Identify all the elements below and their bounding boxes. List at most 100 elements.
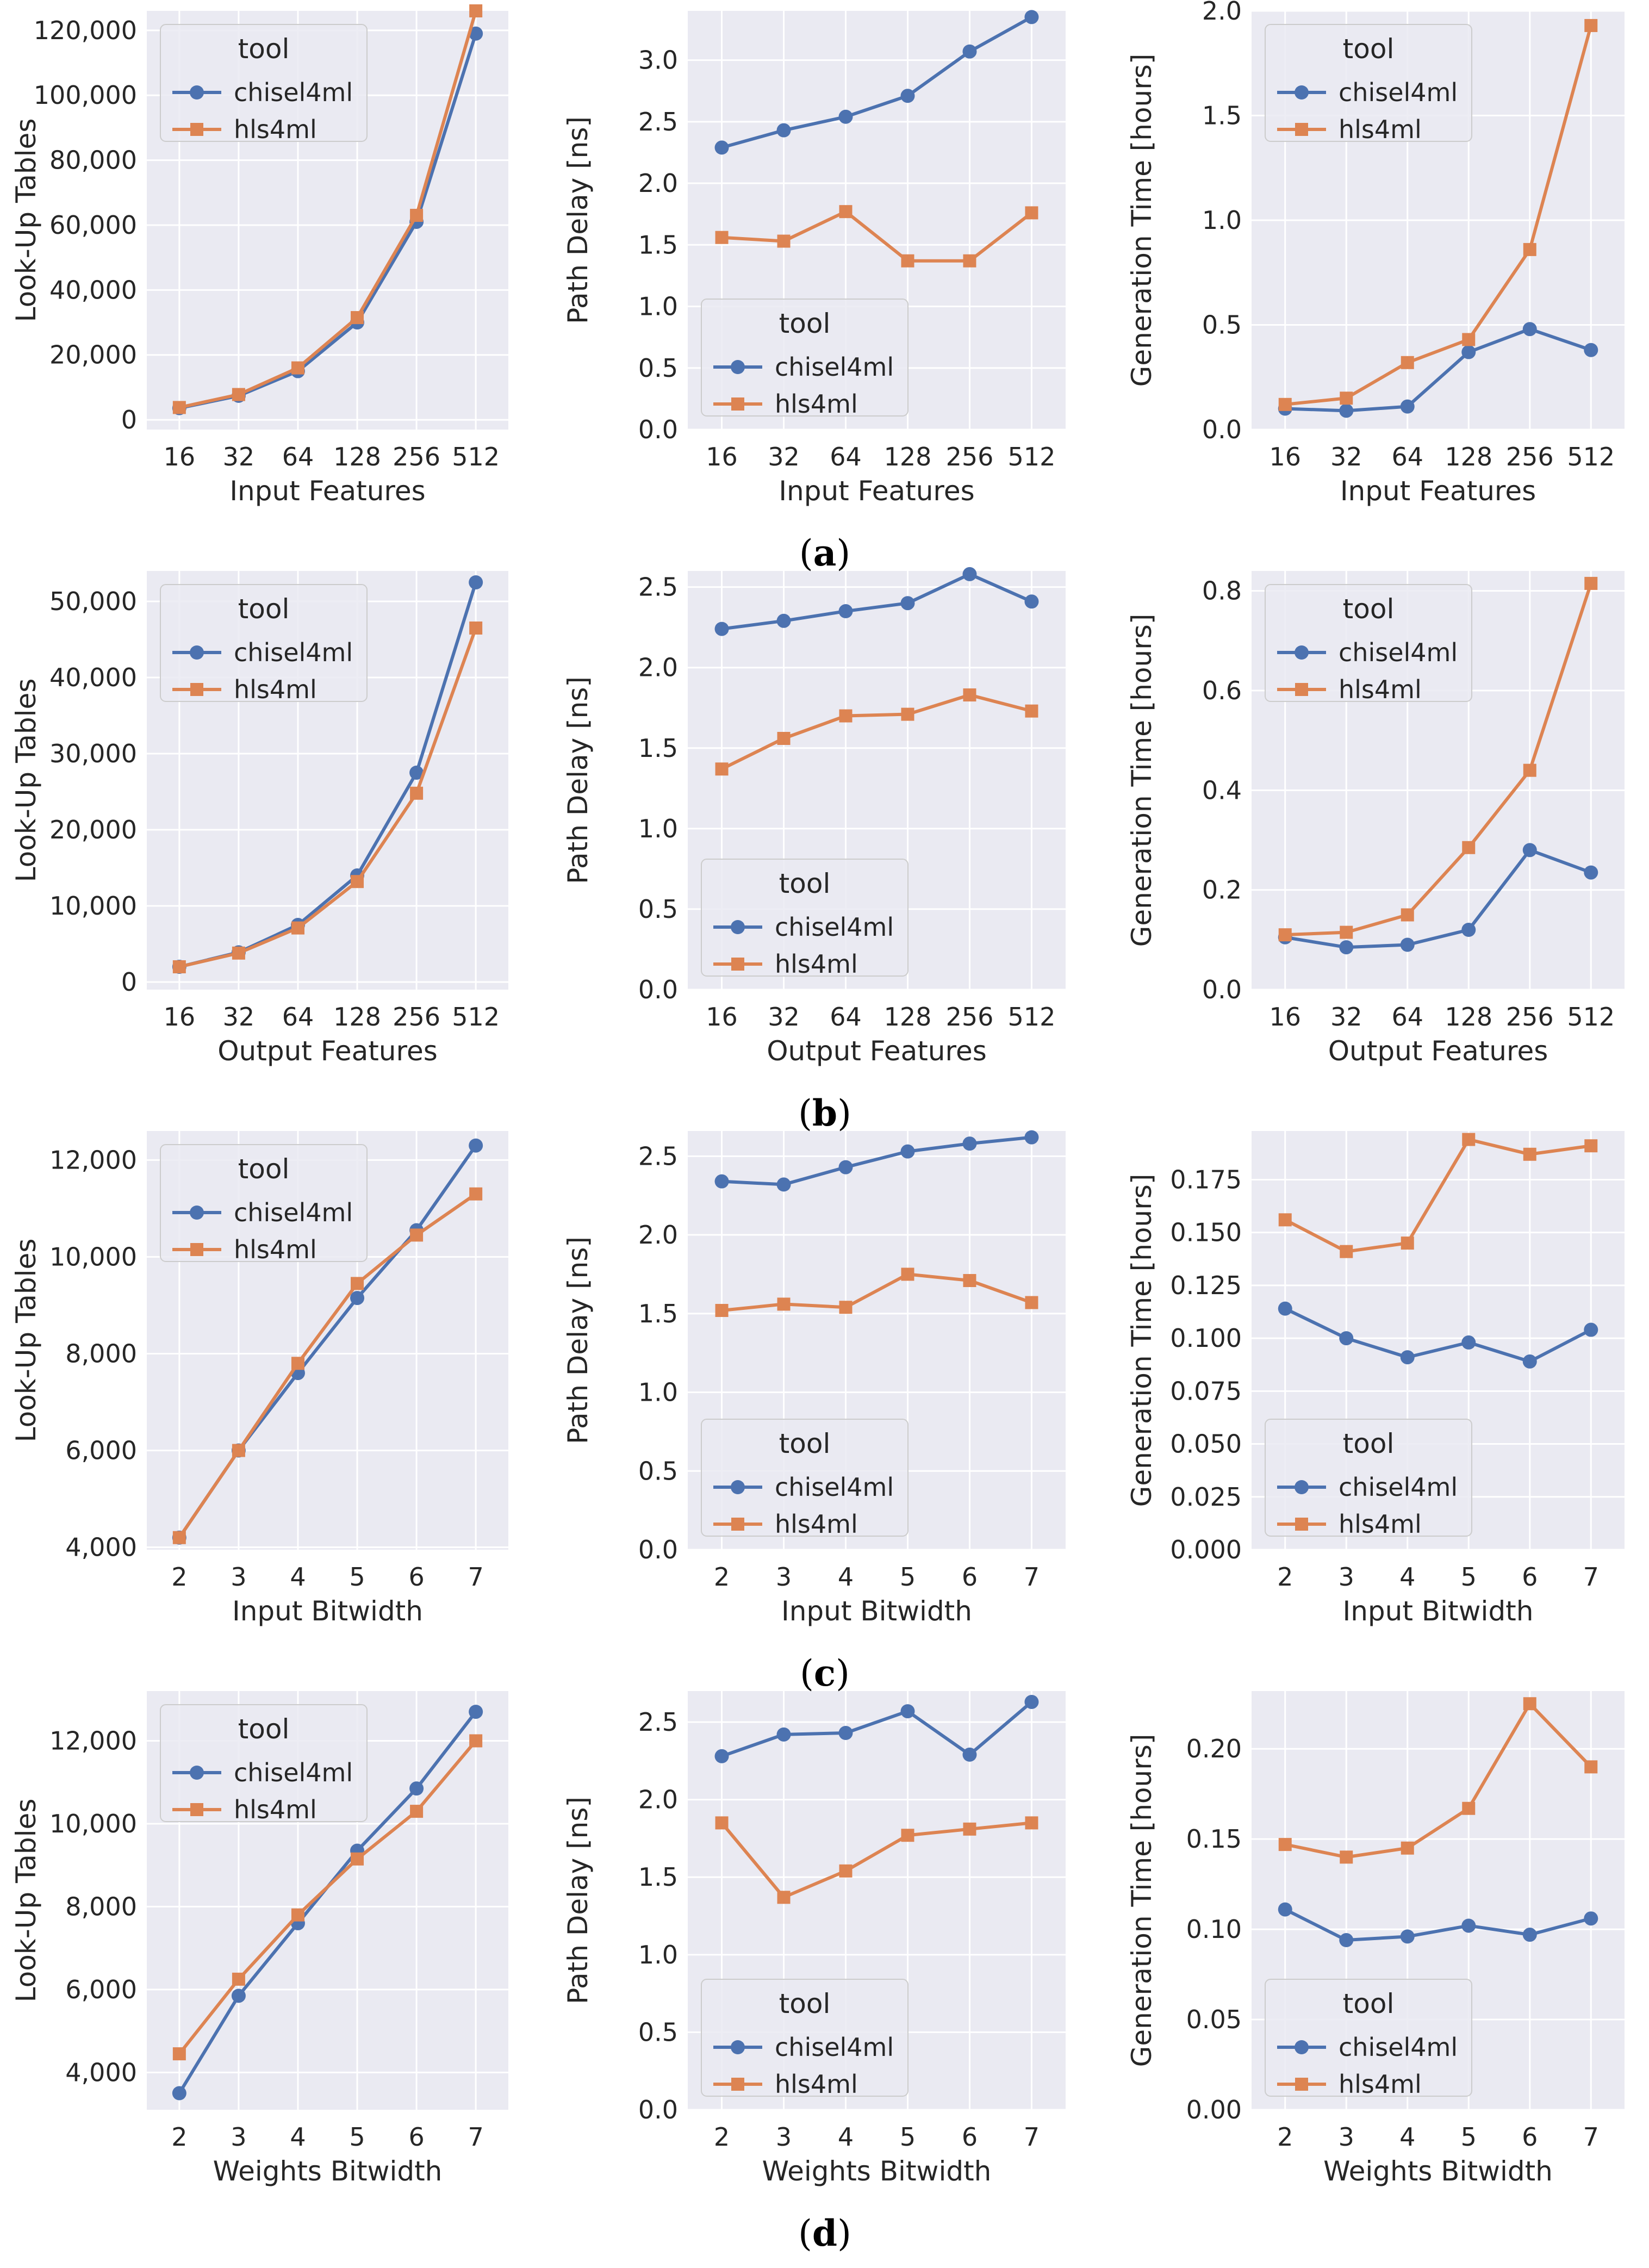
point-hls4ml (1523, 1697, 1536, 1711)
x-tick-label: 32 (1330, 1002, 1362, 1032)
point-chisel4ml (838, 1160, 853, 1175)
legend-label-hls4ml: hls4ml (775, 389, 858, 419)
point-chisel4ml (1400, 1350, 1415, 1365)
series-line-chisel4ml (721, 572, 1032, 631)
point-hls4ml (715, 762, 729, 776)
legend: tool chisel4ml hls4ml (160, 24, 368, 144)
legend-title: tool (238, 1713, 290, 1745)
point-hls4ml (232, 388, 245, 401)
series-line-hls4ml (721, 210, 1033, 263)
y-tick-label: 2.0 (638, 1785, 678, 1815)
point-hls4ml (1025, 1816, 1038, 1830)
x-tick-label: 7 (1583, 2122, 1599, 2152)
y-tick-label: 1.0 (638, 814, 678, 843)
legend-label-chisel4ml: chisel4ml (775, 2033, 894, 2062)
x-tick-label: 2 (1277, 1562, 1293, 1592)
legend-label-chisel4ml: chisel4ml (234, 1198, 353, 1227)
chart-c1: 4,000 6,000 8,000 10,000 12,000 2 3 4 5 6 7 Input B… (10, 1131, 508, 1627)
series-line-hls4ml (1285, 582, 1593, 937)
legend: tool chisel4ml hls4ml (1265, 584, 1472, 704)
x-tick-label: 64 (282, 1002, 314, 1032)
x-tick-label: 64 (1391, 442, 1423, 471)
y-tick-label: 0.10 (1186, 1915, 1242, 1944)
x-tick-label: 4 (1399, 1562, 1415, 1592)
legend-title: tool (238, 33, 290, 65)
caption-d: (d) (798, 2212, 851, 2254)
point-hls4ml (232, 1444, 245, 1457)
point-hls4ml (715, 231, 729, 244)
y-axis-label: Generation Time [hours] (1126, 1174, 1158, 1507)
y-tick-label: 8,000 (65, 1339, 137, 1368)
legend-label-chisel4ml: chisel4ml (1339, 1472, 1458, 1502)
legend-box (1265, 24, 1472, 142)
series-line-hls4ml (720, 1821, 1032, 1899)
legend-marker-hls4ml (190, 123, 203, 136)
point-hls4ml (1523, 763, 1536, 777)
legend-title: tool (238, 1153, 290, 1185)
legend-marker-hls4ml (190, 1243, 203, 1256)
y-tick-label: 8,000 (65, 1892, 137, 1921)
y-tick-label: 10,000 (49, 1242, 137, 1271)
y-tick-label: 0.150 (1170, 1218, 1242, 1247)
chart-a1: 0 20,000 40,000 60,000 80,000 100,000 120,000 1… (10, 4, 508, 507)
point-hls4ml (1584, 576, 1598, 590)
x-axis-label: Weights Bitwidth (1323, 2155, 1553, 2187)
legend: tool chisel4ml hls4ml (1265, 1419, 1472, 1539)
point-chisel4ml (1024, 1694, 1039, 1709)
point-hls4ml (1278, 1838, 1292, 1851)
y-tick-label: 20,000 (49, 340, 137, 370)
legend-marker-hls4ml (190, 1803, 203, 1816)
point-chisel4ml (776, 613, 791, 628)
y-tick-label: 0.0 (638, 975, 678, 1004)
point-hls4ml (963, 1822, 976, 1836)
point-hls4ml (1462, 1133, 1476, 1146)
legend-label-chisel4ml: chisel4ml (1339, 2033, 1458, 2062)
point-hls4ml (410, 786, 424, 800)
legend-box (701, 1419, 908, 1537)
legend-marker-hls4ml (731, 1518, 744, 1531)
y-tick-label: 0.5 (1202, 310, 1242, 340)
legend-title: tool (779, 868, 831, 899)
point-hls4ml (351, 311, 364, 325)
point-chisel4ml (1400, 1929, 1415, 1944)
y-axis-label: Generation Time [hours] (1126, 54, 1158, 387)
point-chisel4ml (714, 140, 729, 155)
x-tick-label: 512 (1567, 442, 1615, 471)
x-tick-label: 256 (1506, 442, 1554, 471)
chart-b1: 0 10,000 20,000 30,000 40,000 50,000 16 32 64 128… (10, 571, 508, 1067)
legend-box (701, 299, 908, 417)
legend-box (701, 1979, 908, 2097)
x-tick-label: 64 (1391, 1002, 1423, 1032)
x-tick-label: 2 (1277, 2122, 1293, 2152)
x-axis-label: Weights Bitwidth (213, 2155, 443, 2187)
point-chisel4ml (714, 622, 729, 636)
x-axis-label: Weights Bitwidth (762, 2155, 992, 2187)
point-chisel4ml (1339, 403, 1354, 418)
caption-a: (a) (799, 532, 850, 574)
point-chisel4ml (1461, 1918, 1476, 1933)
y-tick-label: 0.5 (638, 894, 678, 924)
y-axis-label: Path Delay [ns] (562, 1797, 594, 2004)
y-tick-label: 0.6 (1202, 676, 1242, 705)
x-axis-label: Input Bitwidth (1343, 1595, 1534, 1627)
legend-title: tool (779, 1988, 831, 2020)
legend: tool chisel4ml hls4ml (1265, 24, 1472, 144)
point-hls4ml (901, 707, 914, 721)
x-tick-label: 3 (776, 1562, 792, 1592)
x-tick-label: 512 (452, 1002, 500, 1032)
series-line-chisel4ml (1285, 327, 1592, 413)
y-tick-label: 0.00 (1186, 2095, 1242, 2124)
y-tick-label: 0 (121, 405, 137, 434)
x-tick-label: 64 (830, 442, 862, 471)
caption-b: (b) (798, 1092, 851, 1134)
legend-marker-chisel4ml (731, 2040, 745, 2054)
y-tick-label: 0.5 (638, 1456, 678, 1486)
point-chisel4ml (409, 1781, 424, 1796)
charts-container: 0 20,000 40,000 60,000 80,000 100,000 120,000 1… (10, 0, 1625, 2187)
legend-box (160, 1144, 368, 1262)
series-line-chisel4ml (721, 15, 1032, 150)
legend-box (1265, 1419, 1472, 1537)
x-tick-label: 256 (946, 1002, 994, 1032)
x-tick-label: 3 (1339, 1562, 1354, 1592)
y-tick-label: 80,000 (49, 146, 137, 175)
